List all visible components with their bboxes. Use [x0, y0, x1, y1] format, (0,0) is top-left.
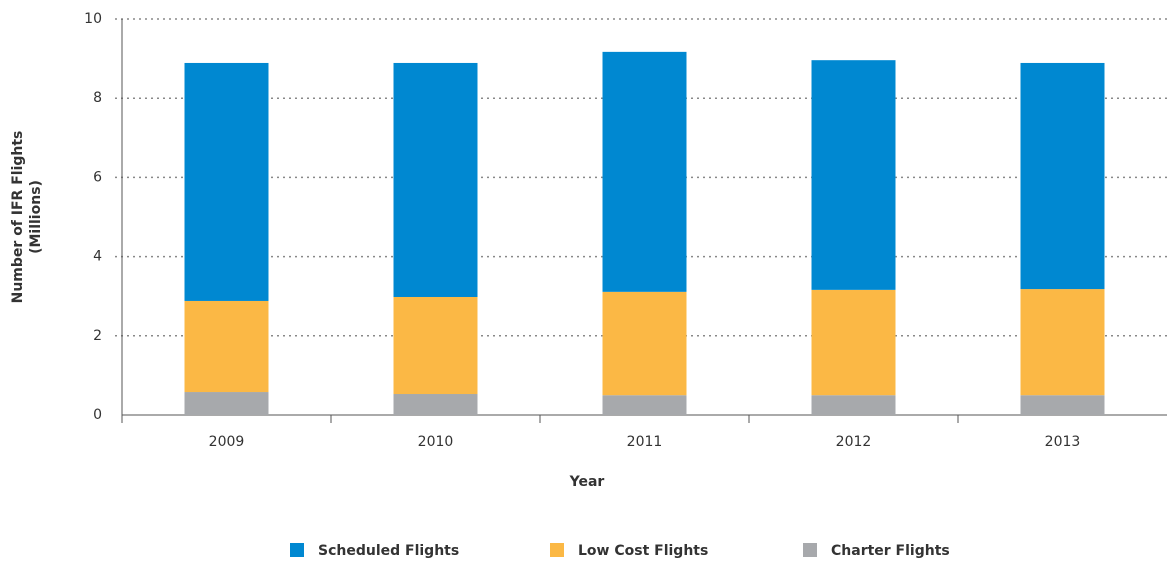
legend-swatch — [550, 543, 564, 557]
legend-label: Charter Flights — [831, 543, 950, 559]
x-tick-label: 2013 — [1045, 434, 1081, 450]
bar-segment — [811, 60, 896, 290]
y-tick-label: 10 — [84, 11, 102, 27]
y-tick-label: 2 — [93, 328, 102, 344]
bar-segment — [602, 291, 687, 396]
x-tick-label: 2012 — [836, 434, 872, 450]
bar-segment — [184, 62, 269, 301]
y-tick-label: 6 — [93, 169, 102, 185]
x-tick-label: 2010 — [418, 434, 454, 450]
bar-segment — [811, 289, 896, 396]
bar-segment — [811, 395, 896, 415]
y-axis-label: Number of IFR Flights — [10, 131, 26, 304]
bar-segment — [184, 392, 269, 415]
bar-segment — [1020, 62, 1105, 290]
legend-label: Low Cost Flights — [578, 543, 708, 559]
legend-swatch — [290, 543, 304, 557]
bar-segment — [393, 296, 478, 395]
y-tick-label: 0 — [93, 407, 102, 423]
x-tick-label: 2011 — [627, 434, 663, 450]
bar-segment — [184, 300, 269, 393]
bar-segment — [602, 395, 687, 415]
bar-segment — [393, 62, 478, 297]
y-axis-label: (Millions) — [28, 180, 44, 254]
legend-label: Scheduled Flights — [318, 543, 459, 559]
legend-swatch — [803, 543, 817, 557]
bar-segment — [602, 51, 687, 292]
y-tick-label: 8 — [93, 90, 102, 106]
bar-segment — [1020, 289, 1105, 396]
x-tick-label: 2009 — [209, 434, 245, 450]
x-axis-label: Year — [569, 474, 605, 490]
bar-segment — [1020, 395, 1105, 415]
y-tick-label: 4 — [93, 249, 102, 265]
bar-segment — [393, 394, 478, 415]
